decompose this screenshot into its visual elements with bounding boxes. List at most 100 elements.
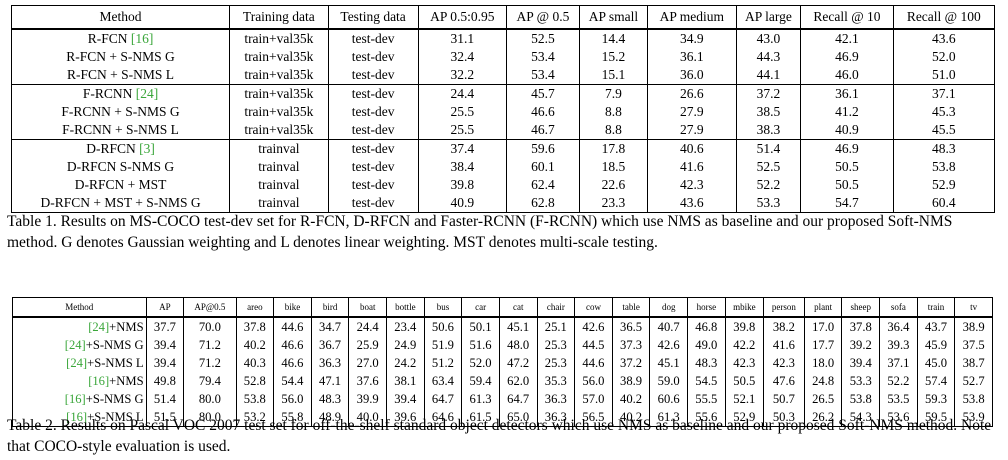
method-name: F-RCNN bbox=[82, 86, 136, 101]
table1-group-drfcn: D-RFCN [3] trainval test-dev 37.4 59.6 17.8 40… bbox=[10, 139, 996, 213]
table2-cell: 39.6 bbox=[386, 408, 425, 427]
table1-cell: 38.3 bbox=[735, 121, 801, 140]
method-name: R-FCN + S-NMS G bbox=[66, 49, 175, 64]
table1-cell: 60.4 bbox=[892, 194, 996, 213]
table1-cell: test-dev bbox=[327, 139, 419, 158]
table2-cell: 44.6 bbox=[574, 354, 613, 372]
table2-cell: 54.4 bbox=[273, 372, 312, 390]
table1-col-header: Training data bbox=[229, 5, 329, 30]
table2-col-header: sofa bbox=[879, 297, 918, 318]
table1-cell: 40.9 bbox=[417, 194, 507, 213]
table2-col-header: bike bbox=[273, 297, 312, 318]
table2-col-header: dog bbox=[649, 297, 688, 318]
table2-cell: 37.8 bbox=[841, 317, 880, 336]
table2-cell: 61.3 bbox=[461, 390, 500, 408]
table2-cell: 47.1 bbox=[310, 372, 349, 390]
table2-cell: 56.0 bbox=[574, 372, 613, 390]
table1-cell: 37.2 bbox=[735, 84, 801, 103]
table2-cell: 52.2 bbox=[879, 372, 918, 390]
table2-cell: 60.6 bbox=[649, 390, 688, 408]
table2-cell: 34.7 bbox=[310, 317, 349, 336]
table1-row: D-RFCN + MST trainval test-dev 39.8 62.4 22.6… bbox=[10, 176, 996, 194]
table2-cell: 26.2 bbox=[803, 408, 842, 427]
table1-cell: 32.4 bbox=[417, 48, 507, 66]
table2-cell: 55.8 bbox=[273, 408, 312, 427]
table2-cell: 40.2 bbox=[611, 390, 650, 408]
table2-row: [16]+NMS 49.8 79.4 52.8 54.4 47.1 37.6 38.1 63.4… bbox=[12, 372, 993, 390]
table1-cell: 15.1 bbox=[578, 66, 648, 85]
table2-cell: 51.6 bbox=[461, 336, 500, 354]
table2-cell: 37.1 bbox=[879, 354, 918, 372]
method-name: +S-NMS G bbox=[85, 392, 144, 406]
table1-cell: 53.8 bbox=[892, 158, 996, 176]
table2-cell: 50.5 bbox=[724, 372, 764, 390]
table1-cell: test-dev bbox=[327, 158, 419, 176]
table2-cell: 52.9 bbox=[724, 408, 764, 427]
table1-col-header: Recall @ 100 bbox=[892, 5, 996, 30]
table2-body: [24]+NMS 37.7 70.0 37.8 44.6 34.7 24.4 23.4 50.6… bbox=[12, 317, 993, 427]
method-cell: [16]+S-NMS L bbox=[12, 408, 147, 427]
table2-cell: 64.7 bbox=[423, 390, 462, 408]
citation-link: [16] bbox=[88, 374, 110, 388]
table1-cell: trainval bbox=[229, 158, 329, 176]
table2-cell: 52.1 bbox=[724, 390, 764, 408]
table2-cell: 38.9 bbox=[954, 317, 993, 336]
table2-row: [24]+NMS 37.7 70.0 37.8 44.6 34.7 24.4 23.4 50.6… bbox=[12, 317, 993, 336]
table1-cell: 44.1 bbox=[735, 66, 801, 85]
table1-cell: 46.0 bbox=[800, 66, 894, 85]
table2-cell: 37.2 bbox=[611, 354, 650, 372]
table2-cell: 39.4 bbox=[145, 336, 184, 354]
table2-col-header: Method bbox=[12, 297, 147, 318]
table1-cell: 52.0 bbox=[892, 48, 996, 66]
table1-cell: 51.0 bbox=[892, 66, 996, 85]
table2-cell: 79.4 bbox=[183, 372, 237, 390]
table2-cell: 52.0 bbox=[461, 354, 500, 372]
table1-cell: 34.9 bbox=[647, 29, 737, 48]
table2-cell: 39.8 bbox=[724, 317, 764, 336]
table2-cell: 24.4 bbox=[348, 317, 387, 336]
table1-cell: 37.4 bbox=[417, 139, 507, 158]
table2-cell: 53.5 bbox=[879, 390, 918, 408]
method-name: D-RFCN + MST bbox=[74, 177, 167, 192]
table2-cell: 59.4 bbox=[461, 372, 500, 390]
table2-cell: 18.0 bbox=[803, 354, 842, 372]
table2-cell: 40.0 bbox=[348, 408, 387, 427]
table2-cell: 36.5 bbox=[611, 317, 650, 336]
table1-col-header: AP large bbox=[735, 5, 801, 30]
table2-cell: 53.2 bbox=[235, 408, 274, 427]
table2-row: [24]+S-NMS L 39.4 71.2 40.3 46.6 36.3 27.0 24.2… bbox=[12, 354, 993, 372]
table2-cell: 59.5 bbox=[916, 408, 955, 427]
method-cell: [16]+S-NMS G bbox=[12, 390, 147, 408]
table2-cell: 36.3 bbox=[536, 408, 575, 427]
table2-col-header: chair bbox=[536, 297, 575, 318]
table2-header-row: Method AP AP@0.5 areo bike bird boat bottle bus c… bbox=[12, 297, 993, 318]
table2-cell: 61.5 bbox=[461, 408, 500, 427]
table2-col-header: horse bbox=[687, 297, 726, 318]
table2-cell: 40.7 bbox=[649, 317, 688, 336]
method-cell: R-FCN + S-NMS L bbox=[10, 66, 230, 85]
results-table-voc: Method AP AP@0.5 areo bike bird boat bottle bus c… bbox=[12, 297, 993, 427]
table1-cell: train+val35k bbox=[229, 29, 329, 48]
method-name: D-RFCN + MST + S-NMS G bbox=[40, 195, 201, 210]
table2-cell: 42.3 bbox=[763, 354, 805, 372]
table1-cell: 43.6 bbox=[647, 194, 737, 213]
table1-cell: 52.2 bbox=[735, 176, 801, 194]
table1-col-header: AP small bbox=[578, 5, 648, 30]
method-cell: R-FCN [16] bbox=[10, 29, 230, 48]
table1-cell: 62.8 bbox=[506, 194, 580, 213]
table2-cell: 54.3 bbox=[841, 408, 880, 427]
table1-cell: 22.6 bbox=[578, 176, 648, 194]
table1-cell: 39.8 bbox=[417, 176, 507, 194]
table1-cell: 60.1 bbox=[506, 158, 580, 176]
table1-cell: test-dev bbox=[327, 176, 419, 194]
table2-row: [16]+S-NMS L 51.5 80.0 53.2 55.8 48.9 40.0 39.6… bbox=[12, 408, 993, 427]
table2-col-header: boat bbox=[348, 297, 387, 318]
method-name: F-RCNN + S-NMS G bbox=[61, 104, 180, 119]
table1-cell: 42.1 bbox=[800, 29, 894, 48]
table2-cell: 40.3 bbox=[235, 354, 274, 372]
table2-cell: 39.9 bbox=[348, 390, 387, 408]
citation-link: [24] bbox=[135, 86, 159, 101]
table2-cell: 61.3 bbox=[649, 408, 688, 427]
citation-link: [16] bbox=[66, 410, 88, 424]
